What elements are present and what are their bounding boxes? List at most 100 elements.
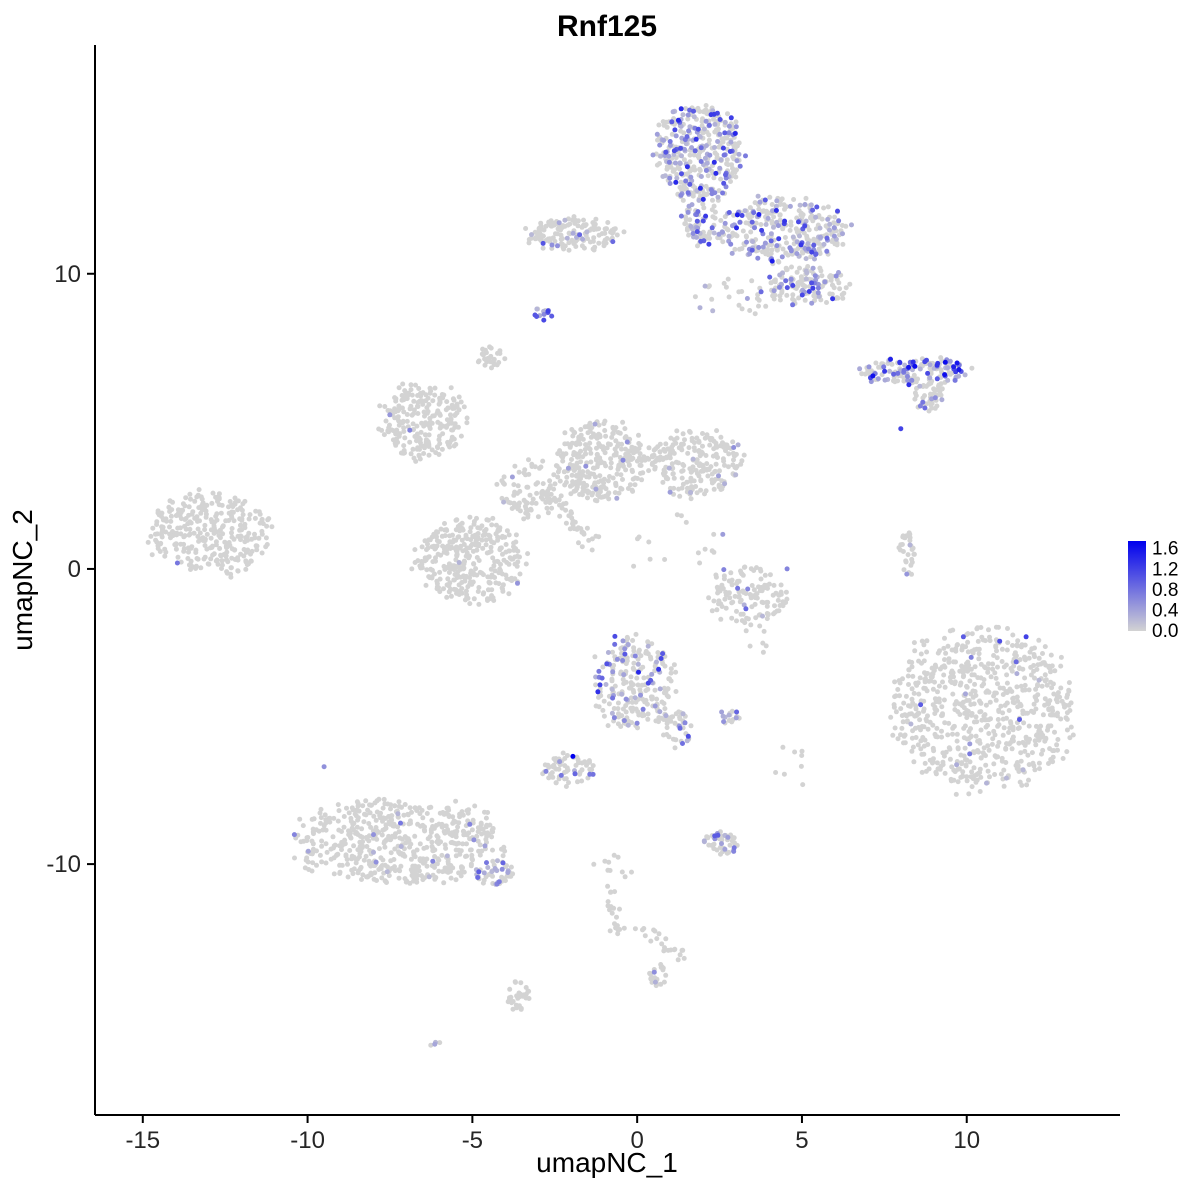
- cell-point: [926, 678, 932, 684]
- cell-point: [986, 731, 992, 736]
- cell-point: [771, 214, 777, 220]
- cell-point: [915, 376, 921, 382]
- cell-point: [773, 203, 779, 209]
- cell-point: [671, 662, 677, 668]
- cell-point: [993, 697, 999, 703]
- cell-point: [479, 523, 485, 529]
- cell-point: [1009, 746, 1015, 752]
- cell-point: [995, 717, 1001, 722]
- cell-point: [663, 476, 669, 481]
- cell-point: [499, 874, 505, 880]
- cell-point: [211, 530, 217, 536]
- cell-point: [897, 680, 903, 686]
- cell-point: [996, 624, 1001, 630]
- cell-point: [921, 658, 927, 664]
- cell-point: [674, 512, 680, 518]
- cell-point: [1042, 702, 1048, 708]
- cell-point: [432, 1041, 438, 1047]
- cell-point: [955, 779, 961, 785]
- cell-point: [593, 682, 599, 688]
- cell-point: [411, 427, 416, 432]
- cell-point: [387, 412, 393, 418]
- cell-point: [767, 274, 773, 280]
- cell-point: [986, 627, 991, 633]
- cell-point: [408, 403, 414, 409]
- cell-point: [895, 736, 901, 742]
- cell-point: [822, 279, 828, 285]
- cell-point: [709, 191, 715, 197]
- cell-point: [605, 478, 611, 484]
- cell-point: [229, 502, 235, 508]
- cell-point: [322, 812, 328, 818]
- cell-point: [706, 283, 712, 289]
- cell-point: [1021, 720, 1027, 726]
- cell-point: [429, 420, 435, 426]
- cell-point: [454, 401, 460, 407]
- cell-point: [396, 407, 402, 413]
- cell-point: [608, 456, 614, 462]
- cell-point: [602, 493, 608, 499]
- cell-point: [331, 815, 337, 821]
- cell-point: [781, 202, 787, 208]
- cell-point: [695, 209, 701, 215]
- cell-point: [438, 839, 444, 845]
- cell-point: [1004, 680, 1010, 686]
- cell-point: [491, 563, 497, 569]
- cell-point: [656, 457, 662, 463]
- cell-point: [393, 398, 399, 404]
- cell-point: [532, 229, 538, 235]
- cell-point: [592, 421, 598, 427]
- cell-point: [913, 713, 919, 719]
- cell-point: [413, 382, 418, 388]
- cell-point: [1026, 762, 1032, 768]
- cell-point: [1049, 705, 1055, 711]
- cell-point: [565, 465, 571, 471]
- cell-point: [401, 443, 407, 449]
- cell-point: [727, 595, 733, 601]
- cell-point: [690, 456, 696, 462]
- cell-point: [183, 516, 189, 521]
- cell-point: [562, 430, 568, 436]
- cell-point: [460, 865, 465, 871]
- cell-point: [515, 580, 520, 586]
- cell-point: [426, 874, 432, 880]
- cell-point: [159, 524, 165, 530]
- cell-point: [968, 666, 974, 672]
- cell-point: [635, 725, 640, 731]
- cell-point: [780, 246, 786, 252]
- cell-point: [736, 302, 742, 308]
- cell-point: [467, 514, 473, 520]
- cell-point: [657, 142, 663, 148]
- cell-point: [917, 366, 923, 372]
- cell-point: [426, 554, 432, 560]
- cell-point: [558, 772, 564, 778]
- cell-point: [730, 154, 736, 160]
- cell-point: [629, 869, 634, 875]
- cell-point: [927, 375, 933, 381]
- cell-point: [913, 735, 919, 740]
- cell-point: [509, 556, 515, 562]
- cell-point: [204, 502, 210, 508]
- cell-point: [455, 824, 461, 830]
- cell-point: [765, 209, 770, 215]
- cell-point: [715, 139, 721, 144]
- cell-point: [798, 210, 804, 216]
- cell-point: [445, 564, 451, 570]
- cell-point: [645, 711, 651, 717]
- cell-point: [543, 223, 549, 229]
- cell-point: [621, 229, 627, 235]
- cell-point: [558, 241, 564, 246]
- cell-point: [663, 441, 669, 447]
- cell-point: [479, 537, 485, 543]
- cell-point: [694, 490, 700, 496]
- cell-point: [770, 592, 776, 598]
- cell-point: [698, 174, 704, 179]
- cell-point: [692, 294, 698, 300]
- cell-point: [620, 658, 626, 663]
- cell-point: [395, 439, 401, 445]
- cell-point: [359, 826, 365, 832]
- cell-point: [736, 593, 742, 599]
- cell-point: [405, 392, 411, 398]
- cell-point: [1004, 715, 1009, 721]
- cell-point: [1004, 647, 1010, 653]
